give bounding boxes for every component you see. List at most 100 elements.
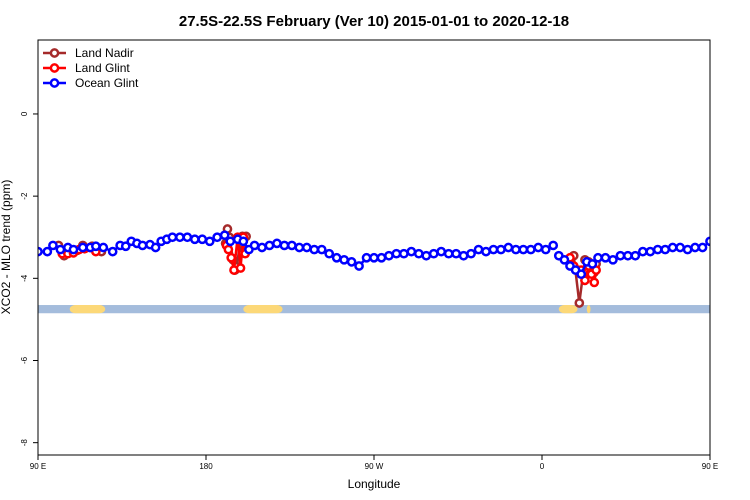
data-point [225,236,236,247]
land-band [69,305,106,314]
data-point [574,298,585,308]
data-point [481,246,491,257]
y-tick-label: -4 [20,274,29,282]
data-point [279,240,290,251]
data-point [593,252,603,263]
data-point [182,232,193,243]
land-band [558,305,578,314]
data-point [744,246,750,253]
chart-title: 27.5S-22.5S February (Ver 10) 2015-01-01… [179,13,569,30]
data-point [714,246,721,253]
data-point [354,261,364,271]
data-point [690,242,700,253]
data-point [324,248,335,259]
surface-band [38,305,710,314]
x-tick-label: 0 [540,462,545,471]
legend-item-land-glint: Land Glint [43,61,130,75]
data-point [226,252,237,263]
data-point [294,242,305,253]
y-tick-label: -6 [20,356,29,364]
legend-label: Ocean Glint [75,76,139,90]
data-point [399,248,409,259]
data-point [42,246,53,257]
data-point [48,240,58,251]
data-point [436,246,447,257]
legend-item-land-nadir: Land Nadir [43,46,134,60]
y-tick-label: -2 [20,192,29,200]
series-line-ocean-glint [718,241,750,249]
data-point [413,248,424,259]
data-point [466,248,476,259]
data-point [175,232,185,243]
y-axis-label: XCO2 - MLO trend (ppm) [0,180,13,315]
data-point [98,242,109,253]
data-point [167,232,178,243]
ocean-band [38,305,710,314]
data-point [339,254,349,265]
data-point [682,244,693,255]
legend-label: Land Nadir [75,46,134,60]
data-point [301,242,312,253]
data-point [346,257,357,267]
data-point [421,250,432,261]
data-point [729,242,736,249]
data-point [600,252,611,263]
data-point [589,277,600,288]
data-point [120,241,131,252]
plot-series [38,224,750,308]
data-point [107,246,118,257]
data-point [630,250,641,261]
x-axis: 90 E 180 90 W 0 90 E [30,455,718,471]
data-point [369,252,379,263]
data-point [473,244,484,255]
data-point [451,248,461,259]
data-point [264,240,275,251]
x-tick-label: 180 [199,462,213,471]
data-point [587,259,598,269]
data-point [511,244,521,255]
data-point [503,242,514,253]
data-point [525,244,536,255]
data-point [77,242,88,253]
x-tick-label: 90 W [365,462,384,471]
data-point [238,236,249,247]
data-point [309,244,320,255]
data-point [533,242,544,253]
data-point [443,248,454,259]
data-point [540,244,551,255]
data-point [675,242,685,253]
y-tick-label: -8 [20,439,29,447]
data-point [576,269,587,280]
data-point [458,250,469,261]
data-point [660,244,671,255]
data-point [384,250,394,261]
series-ocean-glint [38,230,750,280]
data-point [428,248,439,259]
data-point [518,244,529,255]
data-point [548,240,559,251]
data-point [91,241,101,252]
data-point [488,244,499,255]
data-point [376,252,387,263]
data-point [272,238,282,249]
data-point [223,244,234,255]
y-axis: 0 -2 -4 -6 -8 [20,111,38,446]
x-tick-label: 90 E [702,462,718,471]
legend-item-ocean-glint: Ocean Glint [43,76,139,90]
legend-swatch-marker [49,48,60,58]
data-point [249,240,260,251]
data-point [623,250,633,261]
data-point [68,244,79,255]
data-point [219,230,230,241]
y-tick-label: 0 [20,111,29,116]
data-point [721,244,728,251]
data-point [645,246,656,257]
land-band [243,305,283,314]
data-point [637,246,648,257]
data-point [189,234,200,245]
data-point [212,232,223,243]
data-point [55,244,66,255]
legend-swatch-marker [49,78,60,88]
data-point [697,242,708,253]
